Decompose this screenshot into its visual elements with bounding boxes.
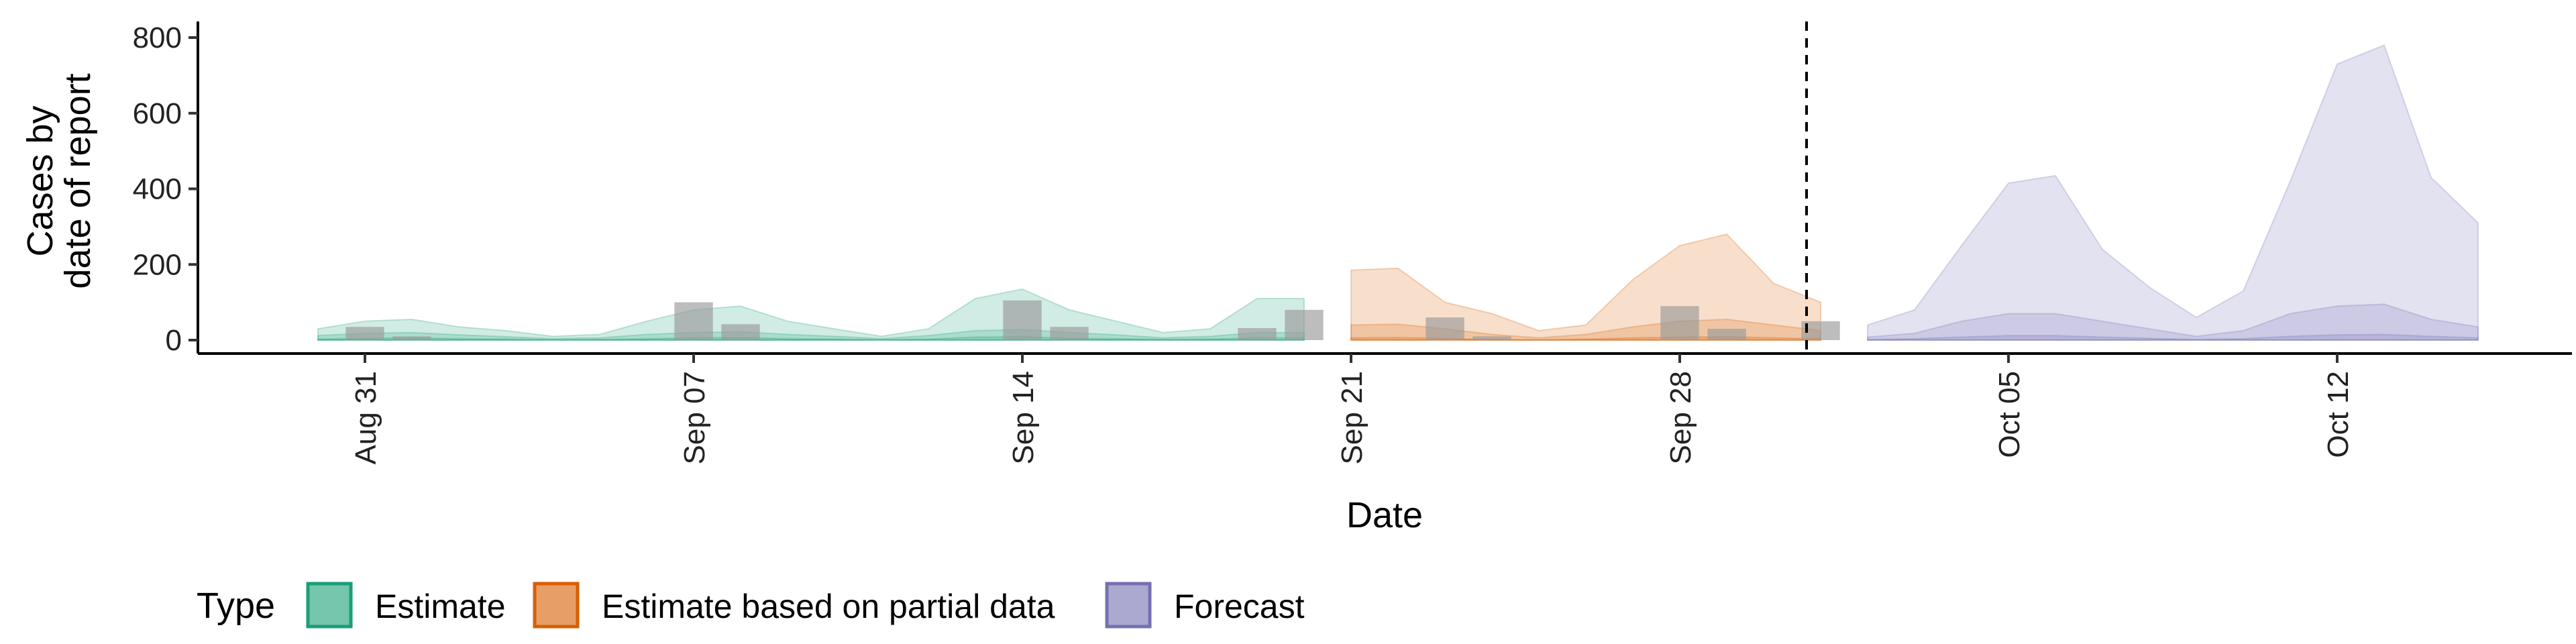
legend: Type Estimate Estimate based on partial da… [197,582,1305,629]
y-axis-title-line: date of report [58,73,98,288]
legend-key-estimate-based-on-partial-data [533,582,580,629]
legend-label: Estimate based on partial data [602,588,1055,625]
y-ticks: 0 200 400 600 800 [133,21,198,357]
observed-bar [1003,300,1042,340]
observed-bar [1238,328,1277,340]
x-tick-label: Sep 14 [1007,371,1040,464]
observed-bar [674,302,713,340]
y-tick-label: 0 [166,324,182,357]
ribbon-estimate-upper90 [317,288,1305,341]
y-tick-label: 800 [133,21,182,54]
legend-title: Type [197,586,275,626]
observed-bar [1472,336,1511,340]
observed-bar [1285,309,1324,340]
legend-key-forecast [1105,582,1152,629]
ribbon-forecast-upper20 [1867,333,2479,341]
y-tick-label: 200 [133,248,182,281]
observed-bar [1660,306,1699,340]
ribbon-forecast-upper50 [1867,303,2479,341]
observed-bar [721,324,760,340]
x-ticks: Aug 31 Sep 07 Sep 14 Sep 21 Sep 28 Oct 05 Oct … [350,354,2355,464]
x-tick-label: Aug 31 [350,371,382,464]
legend-label: Forecast [1174,588,1305,625]
observed-bar [345,327,384,340]
x-tick-label: Sep 28 [1664,371,1697,464]
x-tick-label: Oct 05 [1993,371,2026,458]
ribbon-layer [317,44,2479,341]
legend-label: Estimate [375,588,506,625]
observed-bar [1707,329,1746,340]
ribbon-forecast-upper90 [1867,44,2479,341]
legend-key-estimate [306,582,353,629]
observed-bar [392,336,431,340]
observed-bar [1426,317,1464,340]
y-tick-label: 600 [133,97,182,130]
observed-bar [1050,327,1089,340]
y-tick-label: 400 [133,173,182,206]
x-tick-label: Oct 12 [2322,371,2355,458]
x-axis-title: Date [1346,495,1423,535]
x-tick-label: Sep 21 [1336,371,1368,464]
y-axis-title-line: Cases by [20,105,60,256]
x-tick-label: Sep 07 [678,371,711,464]
